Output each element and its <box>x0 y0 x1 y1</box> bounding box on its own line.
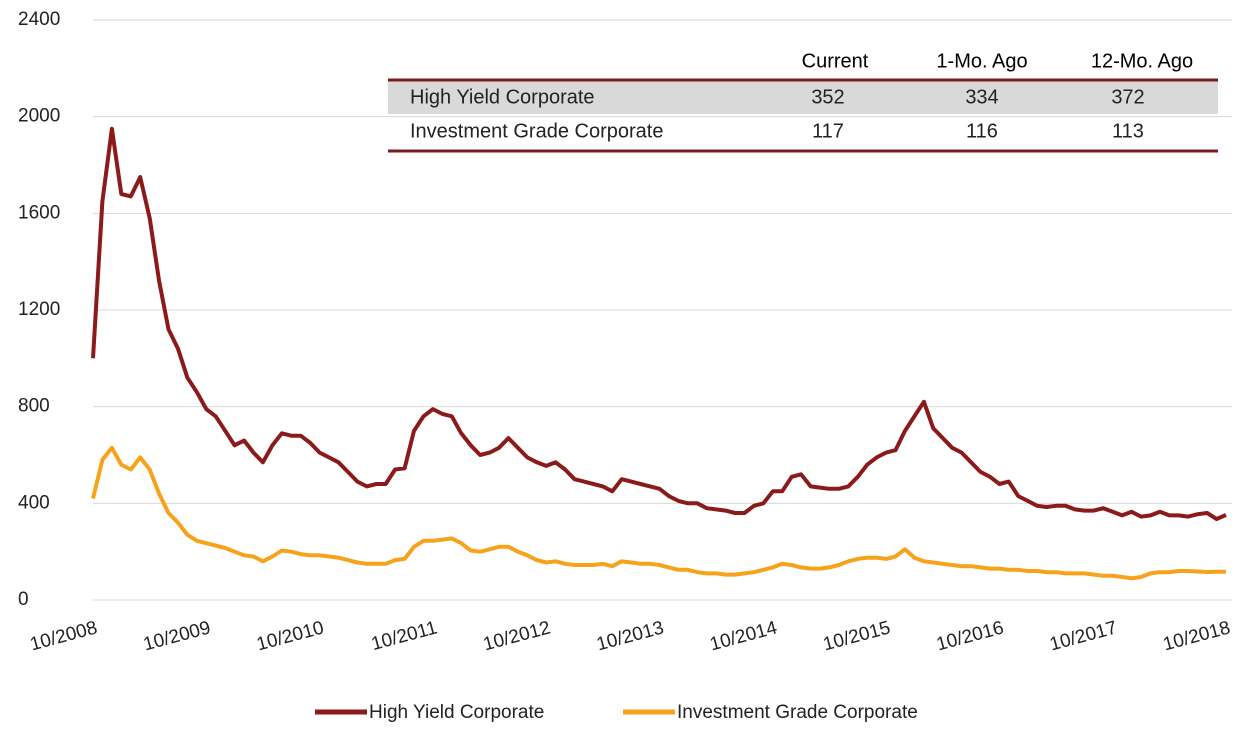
x-tick-label: 10/2009 <box>141 617 213 655</box>
table-cell: 117 <box>812 120 844 142</box>
y-tick-label: 1200 <box>18 299 60 320</box>
x-tick-label: 10/2018 <box>1161 617 1233 655</box>
legend-label: High Yield Corporate <box>369 702 544 723</box>
table-cell: 116 <box>966 120 998 142</box>
table-cell: 352 <box>811 86 844 108</box>
y-tick-label: 2000 <box>18 106 60 127</box>
x-tick-label: 10/2016 <box>934 617 1006 655</box>
legend-label: Investment Grade Corporate <box>677 702 918 723</box>
x-tick-label: 10/2011 <box>369 617 439 655</box>
series-line <box>91 445 1226 581</box>
x-tick-label: 10/2014 <box>708 617 780 655</box>
y-tick-label: 400 <box>18 492 50 513</box>
x-tick-label: 10/2010 <box>254 617 326 655</box>
x-tick-label: 10/2017 <box>1048 617 1120 655</box>
table-cell: 372 <box>1111 86 1144 108</box>
series-line <box>91 126 1227 521</box>
y-tick-label: 0 <box>18 589 29 610</box>
table-header: 12-Mo. Ago <box>1091 50 1193 72</box>
table-cell: 113 <box>1112 120 1144 142</box>
table-row-bg <box>388 81 1218 114</box>
table-row-label: High Yield Corporate <box>410 86 595 108</box>
table-header: 1-Mo. Ago <box>936 50 1027 72</box>
x-tick-label: 10/2013 <box>594 617 666 655</box>
y-tick-label: 800 <box>18 396 50 417</box>
table-header: Current <box>802 50 869 72</box>
table-row-label: Investment Grade Corporate <box>410 120 663 142</box>
x-tick-label: 10/2015 <box>821 617 893 655</box>
y-tick-label: 2400 <box>18 9 60 30</box>
table-cell: 334 <box>965 86 998 108</box>
x-tick-label: 10/2012 <box>481 617 553 655</box>
x-tick-label: 10/2008 <box>28 617 100 655</box>
y-tick-label: 1600 <box>18 202 60 223</box>
